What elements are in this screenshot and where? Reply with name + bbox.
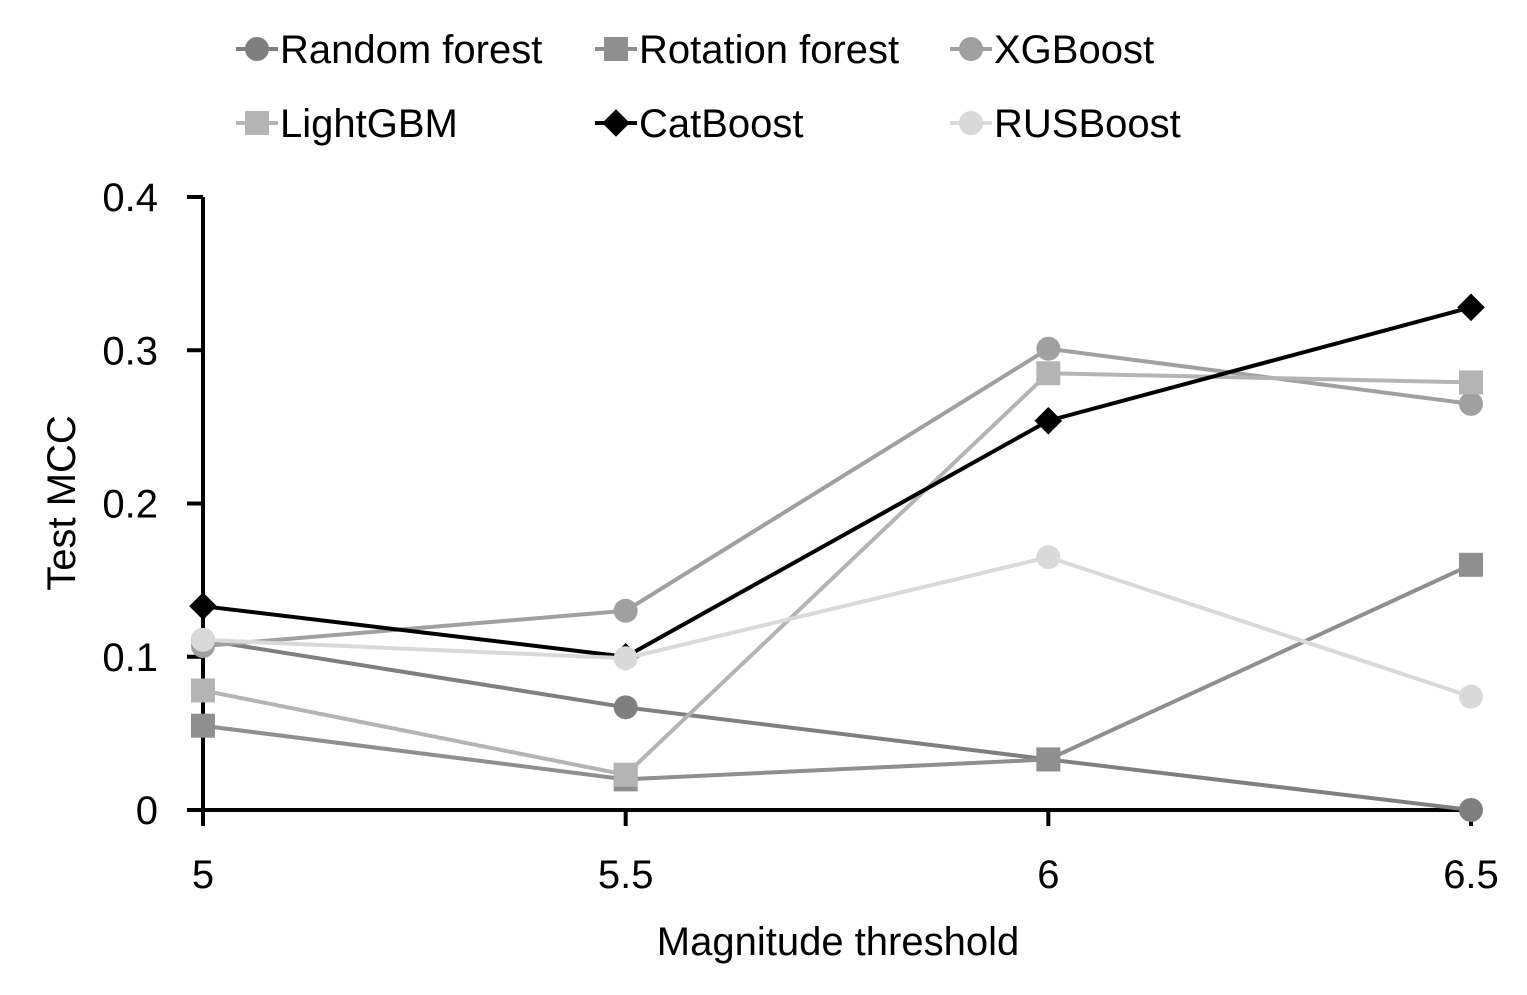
series-line-catboost bbox=[202, 305, 1472, 659]
data-point-rusboost bbox=[1036, 545, 1061, 570]
series-line-lightgbm bbox=[202, 371, 1472, 777]
series-line-random-forest bbox=[202, 637, 1472, 812]
data-point-rotation-forest bbox=[191, 713, 215, 738]
x-tick-label: 5.5 bbox=[598, 853, 654, 897]
x-axis-title: Magnitude threshold bbox=[657, 920, 1019, 964]
legend-label: LightGBM bbox=[280, 102, 458, 146]
data-point-lightgbm bbox=[613, 762, 638, 787]
data-point-rusboost bbox=[1459, 684, 1483, 709]
legend-marker bbox=[602, 109, 630, 137]
legend-label: CatBoost bbox=[639, 102, 804, 146]
x-tick-label: 6.5 bbox=[1443, 853, 1499, 897]
series-layer bbox=[189, 293, 1485, 822]
legend-marker bbox=[959, 111, 983, 135]
legend-label: RUSBoost bbox=[994, 102, 1181, 146]
legend-marker bbox=[959, 37, 983, 61]
data-point-rusboost bbox=[613, 646, 638, 671]
legend-label: XGBoost bbox=[994, 28, 1154, 72]
y-tick-label: 0 bbox=[136, 789, 158, 833]
legend-label: Rotation forest bbox=[639, 28, 899, 72]
legend-marker bbox=[604, 37, 628, 61]
data-point-lightgbm bbox=[1036, 361, 1061, 386]
series-line-rotation-forest bbox=[202, 562, 1472, 782]
data-point-xgboost bbox=[1036, 336, 1061, 361]
data-point-rotation-forest bbox=[1459, 552, 1483, 577]
legend-item-catboost: CatBoost bbox=[595, 102, 804, 146]
x-axis-ticks: 5 5.5 6 6.5 bbox=[192, 810, 1499, 897]
series-xgboost bbox=[191, 336, 1483, 659]
data-point-lightgbm bbox=[1459, 370, 1483, 395]
data-point-random-forest bbox=[613, 695, 638, 720]
x-tick-label: 5 bbox=[192, 853, 214, 897]
legend-label: Random forest bbox=[280, 28, 542, 72]
legend-item-lightgbm: LightGBM bbox=[236, 102, 458, 146]
data-point-rusboost bbox=[191, 627, 215, 652]
data-point-catboost bbox=[189, 592, 217, 620]
data-point-catboost bbox=[1457, 293, 1485, 322]
legend-marker bbox=[245, 111, 269, 135]
legend: Random forest Rotation forest XGBoost Light… bbox=[236, 28, 1181, 146]
data-point-xgboost bbox=[613, 598, 638, 623]
series-line-xgboost bbox=[202, 346, 1472, 649]
y-tick-label: 0.4 bbox=[102, 176, 158, 220]
data-point-catboost bbox=[1034, 406, 1063, 435]
data-point-xgboost bbox=[1459, 391, 1483, 416]
legend-item-xgboost: XGBoost bbox=[950, 28, 1154, 72]
plot-area: 0 0.1 0.2 0.3 0.4 5 5.5 6 6.5 bbox=[102, 176, 1498, 897]
legend-item-random-forest: Random forest bbox=[236, 28, 542, 72]
data-point-random-forest bbox=[1459, 798, 1483, 822]
series-rusboost bbox=[191, 545, 1483, 709]
legend-marker bbox=[245, 37, 269, 61]
legend-item-rotation-forest: Rotation forest bbox=[595, 28, 899, 72]
series-lightgbm bbox=[191, 361, 1483, 787]
series-line-rusboost bbox=[202, 555, 1472, 699]
y-tick-label: 0.3 bbox=[102, 329, 158, 373]
y-axis-ticks: 0 0.1 0.2 0.3 0.4 bbox=[102, 176, 203, 833]
data-point-lightgbm bbox=[191, 678, 215, 703]
series-rotation-forest bbox=[191, 552, 1483, 792]
y-tick-label: 0.1 bbox=[102, 636, 158, 680]
y-axis-title: Test MCC bbox=[40, 415, 84, 591]
data-point-rotation-forest bbox=[1036, 747, 1061, 772]
y-tick-label: 0.2 bbox=[102, 483, 158, 527]
legend-item-rusboost: RUSBoost bbox=[950, 102, 1181, 146]
x-tick-label: 6 bbox=[1037, 853, 1059, 897]
